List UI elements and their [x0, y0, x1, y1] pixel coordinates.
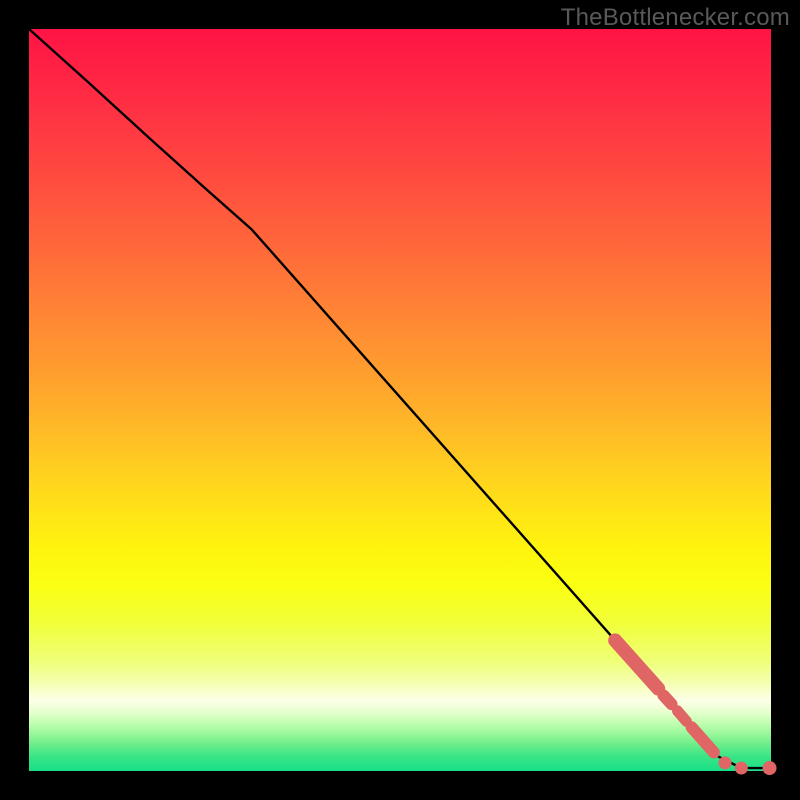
marker-dot — [763, 761, 777, 775]
marker-dot — [735, 762, 748, 775]
stage: TheBottlenecker.com — [0, 0, 800, 800]
plot-gradient-background — [29, 29, 771, 771]
marker-segment — [663, 695, 671, 704]
watermark-text: TheBottlenecker.com — [561, 4, 790, 32]
marker-segment — [678, 711, 687, 721]
marker-dot — [719, 756, 732, 769]
chart-canvas — [0, 0, 800, 800]
